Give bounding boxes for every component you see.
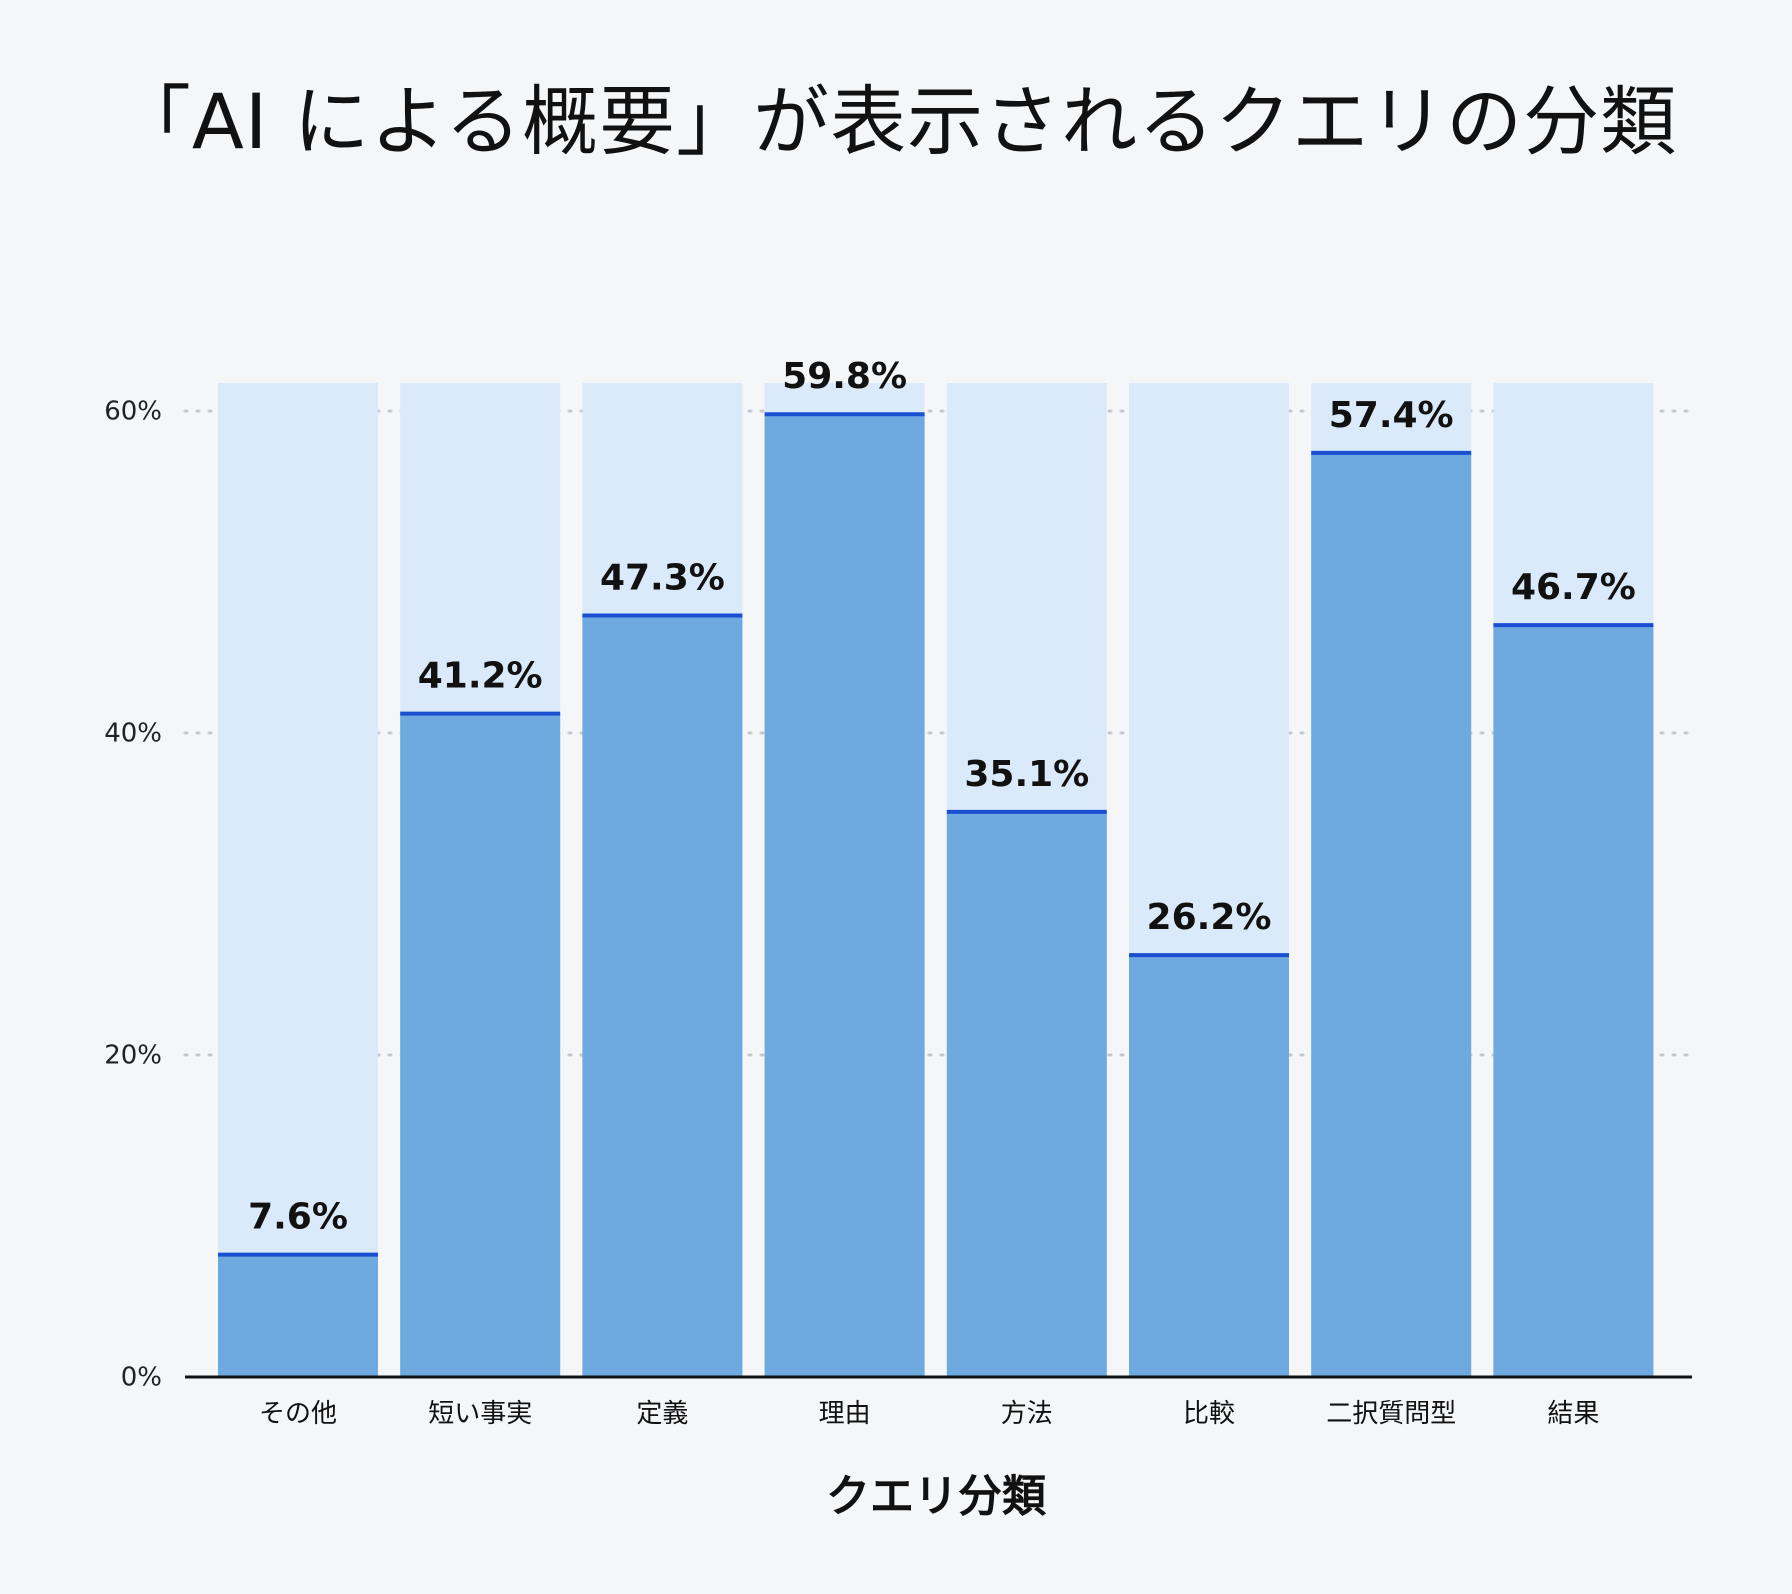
chart-title: 「AI による概要」が表示されるクエリの分類 <box>114 77 1678 166</box>
value-label: 57.4% <box>1329 395 1454 436</box>
y-tick-label: 60% <box>104 397 162 427</box>
y-tick-label: 20% <box>104 1041 162 1071</box>
value-label: 41.2% <box>418 656 543 697</box>
category-labels: その他 短い事実 定義 理由 方法 比較 二択質問型 結果 <box>259 1399 1599 1429</box>
category-label: 定義 <box>636 1399 688 1429</box>
x-axis-title: クエリ分類 <box>826 1471 1046 1522</box>
category-label: 比較 <box>1183 1399 1235 1429</box>
category-label: 理由 <box>819 1399 871 1429</box>
category-label: 短い事実 <box>428 1399 532 1429</box>
bar <box>946 811 1107 1377</box>
bar <box>218 1254 378 1377</box>
value-label: 35.1% <box>964 754 1089 795</box>
bar <box>400 713 561 1377</box>
value-labels: 7.6% 41.2% 47.3% 59.8% 35.1% 26.2% 57.4% 46.7% <box>248 356 1636 1237</box>
bar <box>764 414 925 1378</box>
value-label: 47.3% <box>600 557 725 598</box>
bar <box>582 615 743 1377</box>
value-label: 7.6% <box>248 1197 348 1238</box>
category-label: 二択質問型 <box>1326 1399 1456 1429</box>
category-label: 結果 <box>1547 1399 1599 1429</box>
bar-background <box>218 383 378 1377</box>
bars <box>218 412 1654 1378</box>
bar <box>1493 625 1654 1377</box>
y-axis-ticks: 0% 20% 40% 60% <box>104 397 162 1393</box>
value-label: 59.8% <box>782 356 907 397</box>
y-tick-label: 0% <box>121 1363 162 1393</box>
bar <box>1311 452 1472 1377</box>
bar <box>1129 955 1289 1377</box>
value-label: 26.2% <box>1147 897 1272 938</box>
category-label: その他 <box>259 1399 337 1429</box>
value-label: 46.7% <box>1511 567 1636 608</box>
category-label: 方法 <box>1001 1399 1053 1429</box>
y-tick-label: 40% <box>104 719 162 749</box>
